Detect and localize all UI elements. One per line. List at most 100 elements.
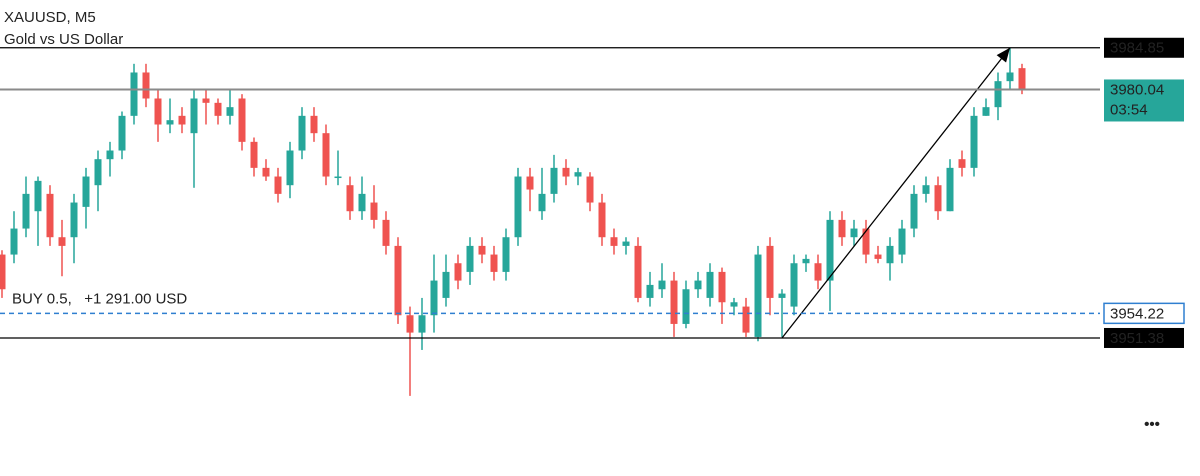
- candle-body: [874, 254, 882, 259]
- candle-body: [94, 159, 102, 186]
- arrow-head: [996, 47, 1010, 63]
- candle-body: [166, 120, 174, 125]
- candle-body: [670, 280, 678, 324]
- current-price-label: 3980.04: [1110, 81, 1164, 98]
- candle-body: [634, 245, 642, 298]
- level-label: 3984.85: [1110, 40, 1164, 57]
- candle-body: [754, 254, 762, 337]
- candle-body: [514, 176, 522, 238]
- candle-body: [550, 167, 558, 194]
- candle-body: [850, 228, 858, 238]
- candle-body: [286, 150, 294, 186]
- candle-body: [766, 245, 774, 298]
- candle-body: [526, 176, 534, 190]
- candle-body: [838, 219, 846, 238]
- candle-body: [862, 228, 870, 255]
- candle-body: [10, 228, 18, 255]
- candle-body: [718, 271, 726, 303]
- candle-body: [34, 180, 42, 212]
- candle-body: [82, 176, 90, 207]
- candle-body: [778, 293, 786, 298]
- candle-body: [598, 202, 606, 238]
- candle-body: [502, 237, 510, 272]
- candle-body: [658, 280, 666, 290]
- candle-body: [130, 72, 138, 116]
- candle-body: [154, 98, 162, 125]
- candle-body: [298, 115, 306, 151]
- candle-body: [622, 241, 630, 246]
- candle-body: [190, 98, 198, 134]
- candle-body: [982, 107, 990, 116]
- candle-body: [238, 98, 246, 142]
- candle-body: [886, 245, 894, 264]
- candle-body: [106, 150, 114, 160]
- candle-body: [346, 185, 354, 212]
- level-label-box: [1104, 37, 1184, 58]
- candle-body: [322, 133, 330, 177]
- candle-body: [826, 219, 834, 281]
- position-price-label: 3954.22: [1110, 305, 1164, 322]
- candle-body: [706, 271, 714, 298]
- candle-body: [898, 228, 906, 255]
- candle-body: [274, 176, 282, 194]
- candle-body: [646, 284, 654, 298]
- candle-body: [70, 202, 78, 238]
- candle-body: [0, 254, 6, 290]
- candle-body: [970, 115, 978, 168]
- candle-body: [466, 245, 474, 272]
- candle-body: [730, 302, 738, 307]
- candle-body: [118, 115, 126, 151]
- candle-body: [430, 280, 438, 316]
- position-label: BUY 0.5, +1 291.00 USD: [12, 290, 187, 307]
- candle-body: [490, 254, 498, 272]
- candle-body: [946, 167, 954, 212]
- candle-body: [694, 280, 702, 290]
- candle-body: [142, 72, 150, 99]
- candle-body: [250, 141, 258, 168]
- candle-body: [958, 159, 966, 168]
- candle-body: [922, 185, 930, 194]
- candle-body: [478, 245, 486, 255]
- candle-body: [358, 193, 366, 212]
- candle-body: [1006, 72, 1014, 82]
- chart-subtitle: Gold vs US Dollar: [4, 31, 123, 48]
- candle-body: [262, 167, 270, 177]
- candle-body: [994, 81, 1002, 108]
- candle-body: [394, 245, 402, 316]
- candle-body: [814, 263, 822, 281]
- level-label: 3951.38: [1110, 330, 1164, 347]
- candle-body: [562, 167, 570, 177]
- candle-body: [802, 258, 810, 264]
- current-price-box: [1104, 79, 1184, 122]
- overlay: 3984.85 3951.38 3980.04 03:54 BUY 0.5, +1 29…: [0, 37, 1185, 433]
- candle-body: [910, 193, 918, 229]
- candle-body: [1018, 68, 1026, 90]
- candle-body: [214, 102, 222, 116]
- candle-body: [454, 263, 462, 281]
- candle-body: [226, 107, 234, 116]
- candle-body: [742, 306, 750, 333]
- candle-body: [406, 315, 414, 333]
- candle-body: [790, 263, 798, 307]
- candle-body: [58, 237, 66, 246]
- candle-body: [22, 193, 30, 229]
- candle-body: [310, 115, 318, 134]
- candle-body: [202, 98, 210, 103]
- candle-body: [538, 193, 546, 212]
- chart-title: XAUUSD, M5: [4, 9, 96, 26]
- candle-body: [610, 237, 618, 246]
- candle-body: [682, 289, 690, 324]
- candle-body: [418, 315, 426, 333]
- candle-body: [370, 202, 378, 220]
- more-menu[interactable]: •••: [1144, 416, 1160, 433]
- level-label-box: [1104, 327, 1184, 348]
- candle-body: [574, 172, 582, 177]
- countdown-label: 03:54: [1110, 101, 1148, 118]
- trend-arrow: [781, 47, 1011, 339]
- position-price-box: [1103, 302, 1185, 325]
- candle-body: [586, 176, 594, 203]
- candle-body: [382, 219, 390, 246]
- candle-body: [178, 115, 186, 125]
